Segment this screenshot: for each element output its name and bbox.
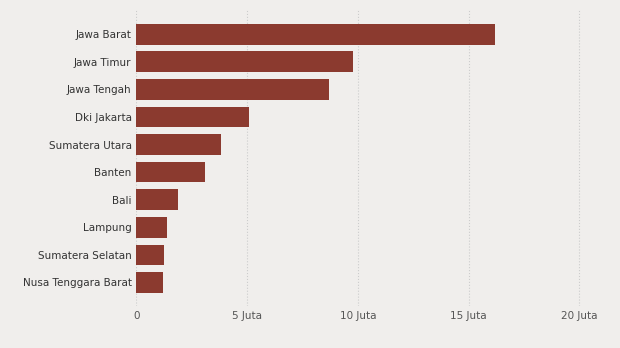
Bar xyxy=(136,272,163,293)
Bar xyxy=(136,245,164,265)
Bar xyxy=(136,24,495,45)
Bar xyxy=(136,162,205,182)
Bar xyxy=(136,217,167,238)
Bar xyxy=(136,79,329,100)
Bar xyxy=(136,189,179,210)
Bar xyxy=(136,134,221,155)
Bar xyxy=(136,52,353,72)
Bar xyxy=(136,106,249,127)
